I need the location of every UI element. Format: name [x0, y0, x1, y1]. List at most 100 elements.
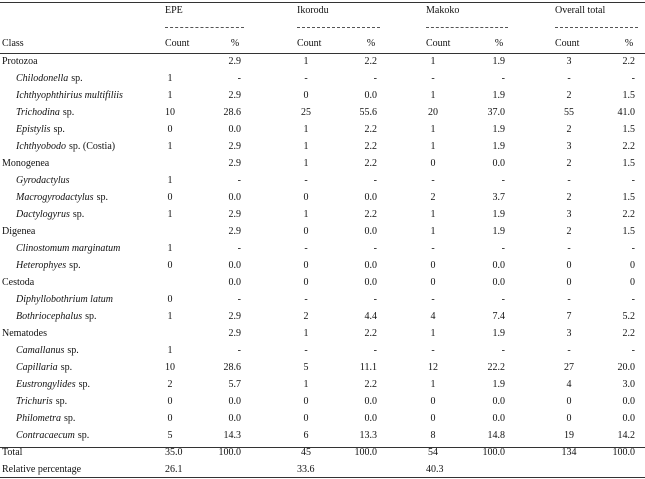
cell: 28.6	[223, 107, 242, 118]
cell: 2.2	[364, 379, 378, 390]
column-header: Count	[297, 38, 322, 49]
cell: 1.9	[492, 226, 506, 237]
cell: 2.9	[228, 328, 242, 339]
cell: -	[631, 294, 635, 305]
total-rule	[0, 447, 645, 448]
column-header: Count	[555, 38, 580, 49]
cell: 12	[428, 362, 438, 373]
taxon-note: sp.	[77, 430, 90, 441]
cell: 5	[167, 430, 173, 441]
cell: 8	[430, 430, 436, 441]
cell: 0	[167, 413, 173, 424]
cell: 0.0	[492, 396, 506, 407]
cell: 14.3	[223, 430, 242, 441]
cell: 0.0	[228, 277, 242, 288]
cell: 0.0	[492, 413, 506, 424]
cell: 37.0	[487, 107, 506, 118]
cell: 2.2	[364, 124, 378, 135]
cell: 0.0	[228, 124, 242, 135]
cell: 0.0	[492, 260, 506, 271]
cell: 2	[566, 90, 572, 101]
cell: -	[631, 243, 635, 254]
cell: -	[237, 294, 241, 305]
cell: 0	[566, 413, 572, 424]
cell: 28.6	[223, 362, 242, 373]
cell: 2.9	[228, 311, 242, 322]
taxon-note: sp.	[96, 192, 108, 203]
column-header: %	[624, 38, 634, 49]
cell: 55	[564, 107, 574, 118]
cell: -	[567, 175, 571, 186]
cell: 2.9	[228, 226, 242, 237]
cell: 1.9	[492, 379, 506, 390]
cell: 0	[167, 124, 173, 135]
taxon-name: Heterophyes sp.	[16, 260, 81, 271]
cell: -	[431, 345, 435, 356]
cell: 1	[167, 311, 173, 322]
cell: 0	[303, 260, 309, 271]
cell: 0.0	[364, 90, 378, 101]
cell: -	[373, 175, 377, 186]
column-header: %	[230, 38, 240, 49]
taxon-note: sp. (Costia)	[69, 141, 116, 152]
column-header: %	[366, 38, 376, 49]
cell: 0	[566, 396, 572, 407]
taxon-name: Philometra sp.	[16, 413, 76, 424]
cell: -	[631, 175, 635, 186]
taxon-note: sp.	[72, 209, 85, 220]
cell: 0.0	[364, 396, 378, 407]
cell: 2.2	[622, 56, 636, 67]
cell: 1.5	[622, 226, 636, 237]
cell: 3	[566, 141, 572, 152]
row-label: Digenea	[2, 226, 36, 237]
cell: 11.1	[359, 362, 377, 373]
cell: 0	[430, 396, 436, 407]
cell: 20.0	[617, 362, 636, 373]
cell: 3	[566, 328, 572, 339]
cell: 0	[430, 413, 436, 424]
column-header: Count	[165, 38, 190, 49]
cell: 2.9	[228, 141, 242, 152]
taxon-note: sp.	[64, 413, 76, 424]
cell: -	[304, 294, 308, 305]
cell: 25	[301, 107, 311, 118]
cell: 10	[165, 362, 175, 373]
taxon-name: Gyrodactylus	[16, 175, 70, 186]
cell: 0.0	[364, 277, 378, 288]
cell: 1	[303, 124, 309, 135]
taxon-name: Ichthyobodo sp. (Costia)	[16, 141, 116, 152]
cell: 2	[566, 192, 572, 203]
cell: 2	[566, 124, 572, 135]
cell: 2	[303, 311, 309, 322]
cell: 0.0	[364, 260, 378, 271]
cell: 6	[303, 430, 309, 441]
cell: 1	[430, 141, 436, 152]
cell: 1.9	[492, 56, 506, 67]
cell: -	[567, 243, 571, 254]
row-label: Protozoa	[2, 56, 38, 67]
cell: 1.9	[492, 328, 506, 339]
column-header: Class	[2, 38, 24, 49]
cell: 1	[303, 209, 309, 220]
cell: 1	[430, 379, 436, 390]
taxon-note: sp.	[62, 107, 75, 118]
cell: -	[567, 294, 571, 305]
taxon-note: sp.	[67, 345, 79, 356]
group-header: Overall total	[555, 5, 606, 16]
group-header: Ikorodu	[297, 5, 329, 16]
cell: 100.0	[354, 447, 378, 458]
cell: 3.7	[492, 192, 506, 203]
cell: 2	[566, 158, 572, 169]
taxon-note: sp.	[55, 396, 68, 407]
group-underline	[165, 27, 244, 28]
cell: 100.0	[218, 447, 242, 458]
cell: 26.1	[165, 464, 183, 475]
cell: 1	[303, 379, 309, 390]
cell: 0.0	[492, 277, 506, 288]
cell: -	[373, 294, 377, 305]
cell: 7.4	[492, 311, 506, 322]
cell: -	[501, 294, 505, 305]
cell: 3.0	[622, 379, 636, 390]
cell: 45	[301, 447, 311, 458]
cell: 2.2	[364, 328, 378, 339]
